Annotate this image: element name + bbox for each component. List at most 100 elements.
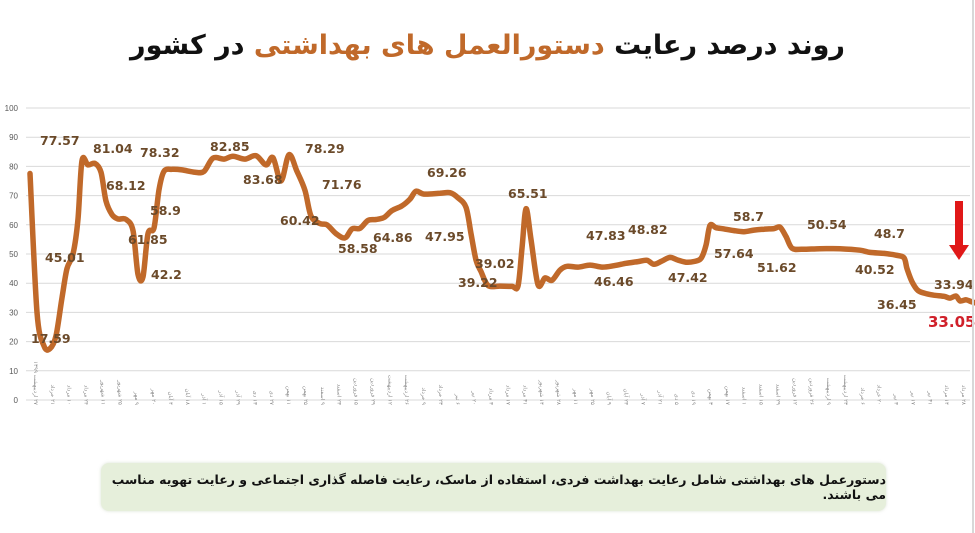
x-tick-label: ۲۷ دی	[268, 391, 274, 405]
data-label: 81.04	[93, 141, 133, 156]
page-title: روند درصد رعایت دستورالعمل های بهداشتی د…	[0, 30, 975, 61]
note-text: دستورعمل های بهداشتی شامل رعایت بهداشت ف…	[111, 472, 886, 502]
x-tick-label: ۱۵ آذر	[218, 390, 225, 405]
x-tick-label: ۱۱ شهریور	[99, 379, 105, 405]
data-labels: 77.57 17.59 45.01 81.04 68.12 61.85 58.9 42.2 78…	[31, 133, 975, 346]
y-tick-label: 90	[9, 133, 18, 142]
x-tick-label: ۲۹ آذر	[234, 390, 241, 405]
x-tick-label: ۱۷ مرداد	[504, 385, 510, 405]
x-tick-label: ۲۴ مرداد	[83, 385, 89, 405]
x-tick-label: ۹ اردیبهشت	[825, 378, 831, 405]
y-tick-label: 60	[9, 221, 18, 230]
data-label: 78.29	[305, 141, 345, 156]
x-tick-label: ۱۷ تیر	[909, 390, 915, 405]
data-label: 58.7	[733, 209, 764, 224]
title-part1: روند درصد رعایت	[604, 30, 845, 61]
x-tick-label: ۵ دی	[673, 394, 679, 406]
x-tick-label: ۱۹ دی	[690, 391, 696, 405]
data-label: 33.94	[934, 277, 974, 292]
data-label: 39.22	[458, 275, 498, 290]
x-tick-label: ۲۰ خرداد	[876, 384, 882, 405]
data-label: 42.2	[151, 267, 182, 282]
y-tick-label: 30	[9, 308, 18, 317]
y-tick-label: 80	[9, 162, 18, 171]
data-label: 47.95	[425, 229, 465, 244]
x-tick-label: ۷ آذر	[639, 393, 646, 405]
y-tick-label: 40	[9, 279, 18, 288]
note-box: دستورعمل های بهداشتی شامل رعایت بهداشت ف…	[101, 463, 886, 511]
data-label: 65.51	[508, 186, 548, 201]
data-label: 58.58	[338, 241, 378, 256]
x-tick-label: ۴ آبان	[167, 392, 174, 406]
x-tick-label: ۲۵ شهریور	[116, 379, 122, 405]
x-tick-label: ۳۱ تیر	[926, 390, 932, 405]
x-tick-label: ۲۳ اردیبهشت	[842, 375, 848, 405]
series-line	[27, 151, 975, 353]
data-label: 45.01	[45, 250, 85, 265]
x-tick-label: ۱۵ اسفند	[758, 384, 764, 405]
data-label: 50.54	[807, 217, 847, 232]
data-label: 47.83	[586, 228, 626, 243]
data-label: 71.76	[322, 177, 362, 192]
x-tick-label: ۳ مرداد	[488, 388, 494, 405]
x-tick-label: ۱۲ اردیبهشت	[386, 375, 392, 405]
y-tick-label: 100	[5, 104, 19, 113]
data-label: 69.26	[427, 165, 467, 180]
x-tick-label: ۱۵ فروردین	[353, 378, 359, 405]
data-label: 77.57	[40, 133, 80, 148]
data-label: 78.32	[140, 145, 180, 160]
data-label-latest: 33.05	[928, 313, 975, 331]
x-tick-label: ۱۱ مهر	[572, 388, 578, 405]
data-label: 57.64	[714, 246, 754, 261]
title-part2: در کشور	[130, 30, 254, 61]
y-tick-label: 70	[9, 192, 18, 201]
x-tick-label: ۲۱ خرداد	[49, 384, 55, 405]
data-label: 36.45	[877, 297, 917, 312]
x-tick-label: ۹ آبان	[606, 392, 613, 406]
x-tick-label: ۳۱ مرداد	[521, 385, 527, 405]
x-tick-label: ۹ مهر	[133, 391, 139, 405]
y-tick-label: 0	[14, 396, 19, 405]
x-tick-label: ۲۸ مرداد	[960, 385, 966, 405]
x-tick-label: ۱۳ دی	[251, 391, 257, 405]
x-tick-label: ۱۲ فروردین	[791, 378, 797, 405]
data-label: 46.46	[594, 274, 634, 289]
x-tick-label: ۲۶ فروردین	[808, 378, 814, 405]
x-tick-label: ۲۵ مهر	[589, 388, 595, 405]
x-tick-label: ۱۴ مرداد	[943, 385, 949, 405]
x-tick-label: ۲۳ اسفند	[336, 384, 342, 405]
data-label: 58.9	[150, 203, 181, 218]
x-tick-label: ۶ خرداد	[859, 387, 865, 405]
x-tick-label: ۹ خرداد	[420, 387, 426, 405]
x-tick-label: ۱۷ بهمن	[724, 386, 730, 405]
x-tick-label: ۱۸ آبان	[184, 389, 191, 405]
data-label: 51.62	[757, 260, 797, 275]
data-label: 17.59	[31, 331, 71, 346]
gridlines	[26, 107, 970, 401]
x-tick-label: ۲۹ فروردین	[369, 378, 375, 405]
x-tick-label: ۲۶ اردیبهشت	[403, 375, 409, 405]
x-tick-label: ۳ تیر	[893, 393, 899, 405]
data-label: 64.86	[373, 230, 413, 245]
x-tick-label: ۱ اسفند	[741, 387, 747, 405]
x-tick-label: ۱۱ بهمن	[285, 386, 291, 405]
x-tick-label: ۲۳ خرداد	[437, 384, 443, 405]
y-tick-label: 20	[9, 338, 18, 347]
data-label: 48.82	[628, 222, 668, 237]
data-label: 82.85	[210, 139, 250, 154]
x-tick-label: ۱۰ مرداد	[66, 385, 72, 405]
x-tick-label: ۶ تیر	[454, 393, 460, 405]
data-label: 61.85	[128, 232, 168, 247]
data-label: 48.7	[874, 226, 905, 241]
x-axis-labels: ۲۷ اردیبهشت ۱۳۹۹ ۲۱ خرداد ۱۰ مرداد ۲۴ مرداد…	[32, 361, 966, 405]
x-tick-label: ۱ آذر	[201, 393, 208, 405]
x-tick-label: ۲۰ تیر	[471, 390, 477, 405]
frame-border	[972, 0, 974, 533]
data-label: 39.02	[475, 256, 515, 271]
x-tick-label: ۲۳ آبان	[623, 389, 630, 405]
x-tick-label: ۲۱ آذر	[656, 390, 663, 405]
y-tick-label: 50	[9, 250, 18, 259]
x-tick-label: ۲۹ اسفند	[774, 384, 780, 405]
y-tick-label: 10	[9, 367, 18, 376]
